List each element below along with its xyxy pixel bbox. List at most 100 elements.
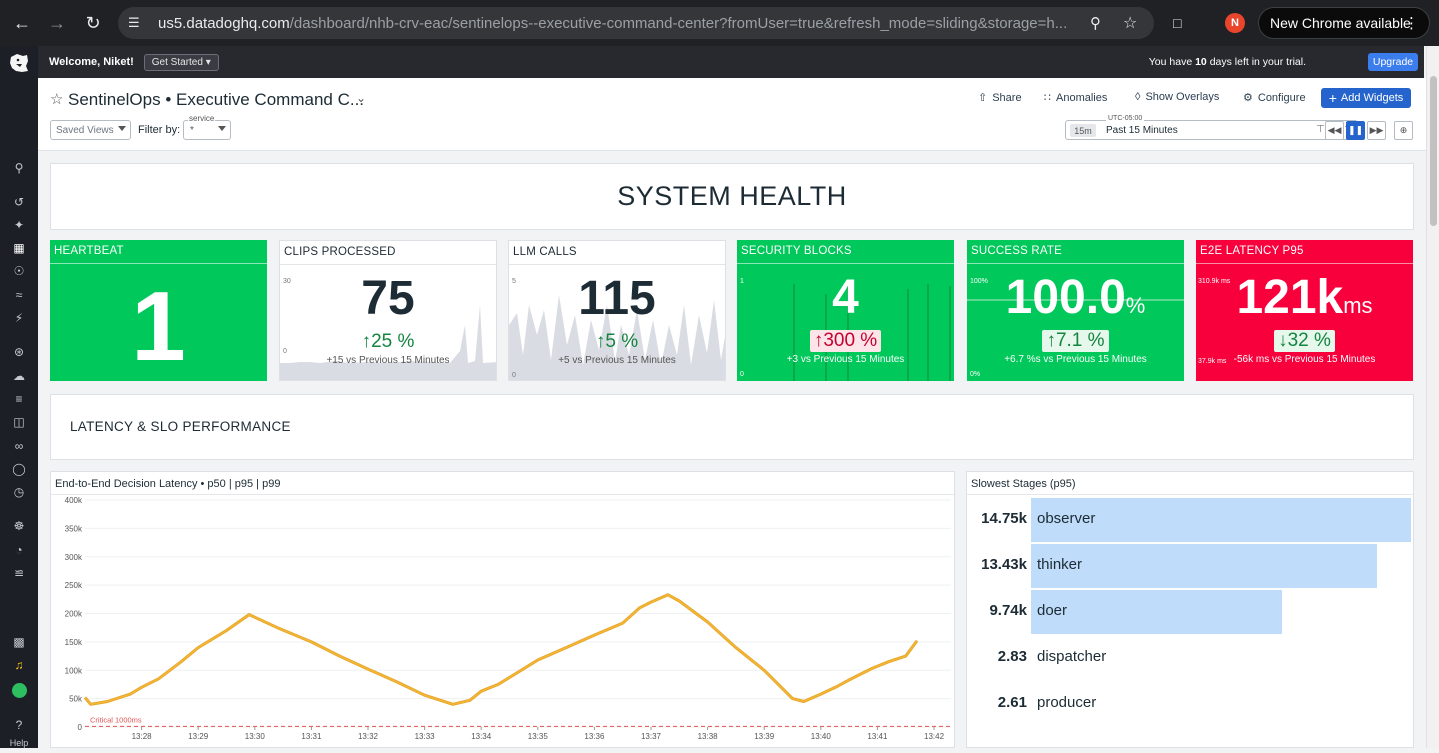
heartbeat-tile[interactable]: HEARTBEAT 1 bbox=[50, 240, 267, 381]
monitors-icon[interactable]: ☉ bbox=[13, 264, 25, 278]
user-avatar[interactable] bbox=[0, 680, 38, 700]
share-button[interactable]: ⇧ Share bbox=[978, 91, 1022, 105]
service-mgmt-icon[interactable]: ⊛ bbox=[13, 345, 25, 359]
integrations-icon[interactable]: ≈ bbox=[15, 288, 23, 302]
x-tick-label: 13:35 bbox=[528, 732, 549, 741]
gear-icon: ⚙ bbox=[1243, 92, 1253, 104]
rewind-button[interactable]: ◀◀ bbox=[1325, 121, 1344, 140]
comparison-text: +15 vs Previous 15 Minutes bbox=[326, 355, 450, 366]
tile-divider bbox=[50, 263, 267, 264]
infrastructure-icon[interactable]: ☁ bbox=[13, 369, 25, 383]
apm-icon[interactable]: ◫ bbox=[13, 415, 25, 429]
configure-label: Configure bbox=[1257, 91, 1306, 104]
stage-row[interactable]: 2.83 dispatcher bbox=[967, 636, 1415, 680]
forward-arrow-icon[interactable]: → bbox=[48, 12, 66, 33]
integrations-puzzle-icon[interactable]: ▩ bbox=[13, 635, 25, 649]
tile-divider bbox=[509, 264, 725, 265]
tile-title: E2E LATENCY P95 bbox=[1200, 245, 1304, 257]
logs-icon[interactable]: ≡ bbox=[15, 392, 23, 406]
y-tick-label: 350k bbox=[65, 524, 83, 533]
latency-line-chart[interactable]: 400k 350k 300k 250k 200k 150k 100k 50k 0 13:28 13:… bbox=[51, 495, 954, 747]
saved-views-dropdown[interactable]: Saved Views bbox=[50, 120, 131, 140]
stage-row[interactable]: 9.74k doer bbox=[967, 590, 1415, 634]
series-line[interactable] bbox=[84, 594, 918, 706]
watchdog-icon[interactable]: ✦ bbox=[13, 218, 25, 232]
new-chrome-available-button[interactable]: New Chrome available ⋮ bbox=[1258, 7, 1430, 39]
plus-icon: + bbox=[1328, 90, 1337, 106]
get-started-dropdown[interactable]: Get Started ▾ bbox=[143, 53, 219, 71]
service-filter-dropdown[interactable]: service * bbox=[183, 114, 231, 140]
show-overlays-button[interactable]: ◊ Show Overlays bbox=[1135, 91, 1219, 103]
browser-toolbar: ← → ↻ us5.datadoghq.com/dashboard/nhb-cr… bbox=[0, 0, 1439, 46]
change-badge: ↑5 % bbox=[592, 331, 642, 353]
chevron-down-icon bbox=[218, 126, 226, 131]
bug-icon[interactable]: ☸ bbox=[13, 519, 25, 533]
back-arrow-icon[interactable]: ← bbox=[13, 12, 31, 33]
success-rate-tile[interactable]: SUCCESS RATE 100% 0% 100.0% ↑7.1 % +6.7 … bbox=[967, 240, 1184, 381]
axis-top-label: 1 bbox=[740, 278, 744, 285]
widget-title: End-to-End Decision Latency • p50 | p95 … bbox=[55, 478, 281, 490]
digital-experience-icon[interactable]: ◷ bbox=[13, 485, 25, 499]
site-settings-icon[interactable]: ☰ bbox=[128, 15, 140, 30]
stage-row[interactable]: 2.61 producer bbox=[967, 682, 1415, 726]
profile-avatar[interactable]: N bbox=[1225, 0, 1245, 46]
recent-icon[interactable]: ↺ bbox=[13, 195, 25, 209]
title-chevron-down-icon[interactable]: ⌄ bbox=[356, 91, 367, 105]
dashboards-icon[interactable]: ▦ bbox=[13, 241, 25, 255]
zoom-out-icon[interactable]: ⊕ bbox=[1394, 121, 1413, 140]
service-filter-label: service bbox=[188, 114, 216, 123]
pause-button[interactable]: ❚❚ bbox=[1346, 121, 1365, 140]
page-scrollbar[interactable] bbox=[1426, 46, 1439, 748]
stage-row[interactable]: 13.43k thinker bbox=[967, 544, 1415, 588]
reload-icon[interactable]: ↻ bbox=[85, 12, 101, 33]
favorite-star-icon[interactable]: ☆ bbox=[50, 91, 64, 108]
anomalies-button[interactable]: ∷ Anomalies bbox=[1044, 91, 1107, 105]
tile-title: SECURITY BLOCKS bbox=[741, 245, 852, 257]
x-tick-label: 13:37 bbox=[641, 732, 662, 741]
change-value: 25 % bbox=[371, 331, 415, 352]
datadog-logo-icon[interactable] bbox=[8, 52, 30, 74]
notification-bell-icon[interactable]: ♫ bbox=[14, 658, 24, 672]
add-widgets-button[interactable]: + Add Widgets bbox=[1321, 88, 1411, 108]
dashboard-title[interactable]: SentinelOps • Executive Command C... bbox=[68, 90, 365, 109]
address-bar[interactable]: us5.datadoghq.com/dashboard/nhb-crv-eac/… bbox=[118, 7, 1154, 39]
llm-calls-tile[interactable]: LLM CALLS 5 0 115 ↑5 % +5 vs Previous 15… bbox=[508, 240, 726, 381]
zoom-icon[interactable]: ⚲ bbox=[1090, 15, 1101, 32]
stage-value: 13.43k bbox=[981, 556, 1027, 573]
fast-forward-button[interactable]: ▶▶ bbox=[1367, 121, 1386, 140]
help-icon[interactable]: ? bbox=[15, 718, 23, 732]
bookmark-star-icon[interactable]: ☆ bbox=[1123, 15, 1138, 32]
security-blocks-tile[interactable]: SECURITY BLOCKS 1 0 4 ↑300 % +3 vs Previ… bbox=[737, 240, 954, 381]
pipelines-icon[interactable]: ≌ bbox=[13, 566, 25, 580]
bolt-icon[interactable]: ⚡ bbox=[14, 311, 24, 325]
latency-timeseries-widget[interactable]: End-to-End Decision Latency • p50 | p95 … bbox=[50, 471, 955, 748]
arrow-up-icon: ↑ bbox=[361, 331, 372, 352]
security-change: ↑300 % bbox=[737, 330, 954, 352]
scrollbar-thumb[interactable] bbox=[1430, 76, 1437, 226]
slowest-stages-widget[interactable]: Slowest Stages (p95) 14.75k observer 13.43… bbox=[966, 471, 1414, 748]
arrow-up-icon: ↑ bbox=[595, 331, 606, 352]
stage-row[interactable]: 14.75k observer bbox=[967, 498, 1415, 542]
gauge-icon[interactable]: ◔ bbox=[15, 543, 23, 557]
share-label: Share bbox=[992, 91, 1022, 104]
security-icon[interactable]: ◯ bbox=[12, 462, 26, 476]
link-icon[interactable]: ∞ bbox=[14, 439, 24, 453]
x-tick-label: 13:34 bbox=[471, 732, 492, 741]
search-icon[interactable]: ⚲ bbox=[14, 161, 24, 175]
e2e-latency-tile[interactable]: E2E LATENCY P95 310.9k ms 37.9k ms 121km… bbox=[1196, 240, 1413, 381]
configure-button[interactable]: ⚙ Configure bbox=[1243, 91, 1306, 105]
x-tick-label: 13:30 bbox=[245, 732, 266, 741]
axis-bottom-label: 0 bbox=[283, 348, 287, 355]
llm-sparkline bbox=[509, 295, 725, 380]
trial-days: 10 bbox=[1195, 56, 1207, 68]
left-navigation: ⚲ ↺ ✦ ▦ ☉ ≈ ⚡ ⊛ ☁ ≡ ◫ ∞ ◯ ◷ ☸ ◔ ≌ ▩ ♫ ? … bbox=[0, 46, 38, 748]
upgrade-button[interactable]: Upgrade bbox=[1368, 53, 1418, 71]
pin-icon[interactable]: ⊤ bbox=[1316, 124, 1325, 135]
time-range-selector[interactable]: UTC-05:00 15m Past 15 Minutes ⊤ bbox=[1065, 115, 1358, 140]
trial-suffix: days left in your trial. bbox=[1206, 56, 1306, 68]
extensions-icon[interactable]: □ bbox=[1173, 15, 1182, 31]
add-widgets-label: Add Widgets bbox=[1340, 92, 1404, 104]
clips-processed-tile[interactable]: CLIPS PROCESSED 30 0 75 ↑25 % +15 vs Pre… bbox=[279, 240, 497, 381]
comparison-text: +6.7 %s vs Previous 15 Minutes bbox=[1004, 354, 1147, 365]
x-tick-label: 13:29 bbox=[188, 732, 209, 741]
